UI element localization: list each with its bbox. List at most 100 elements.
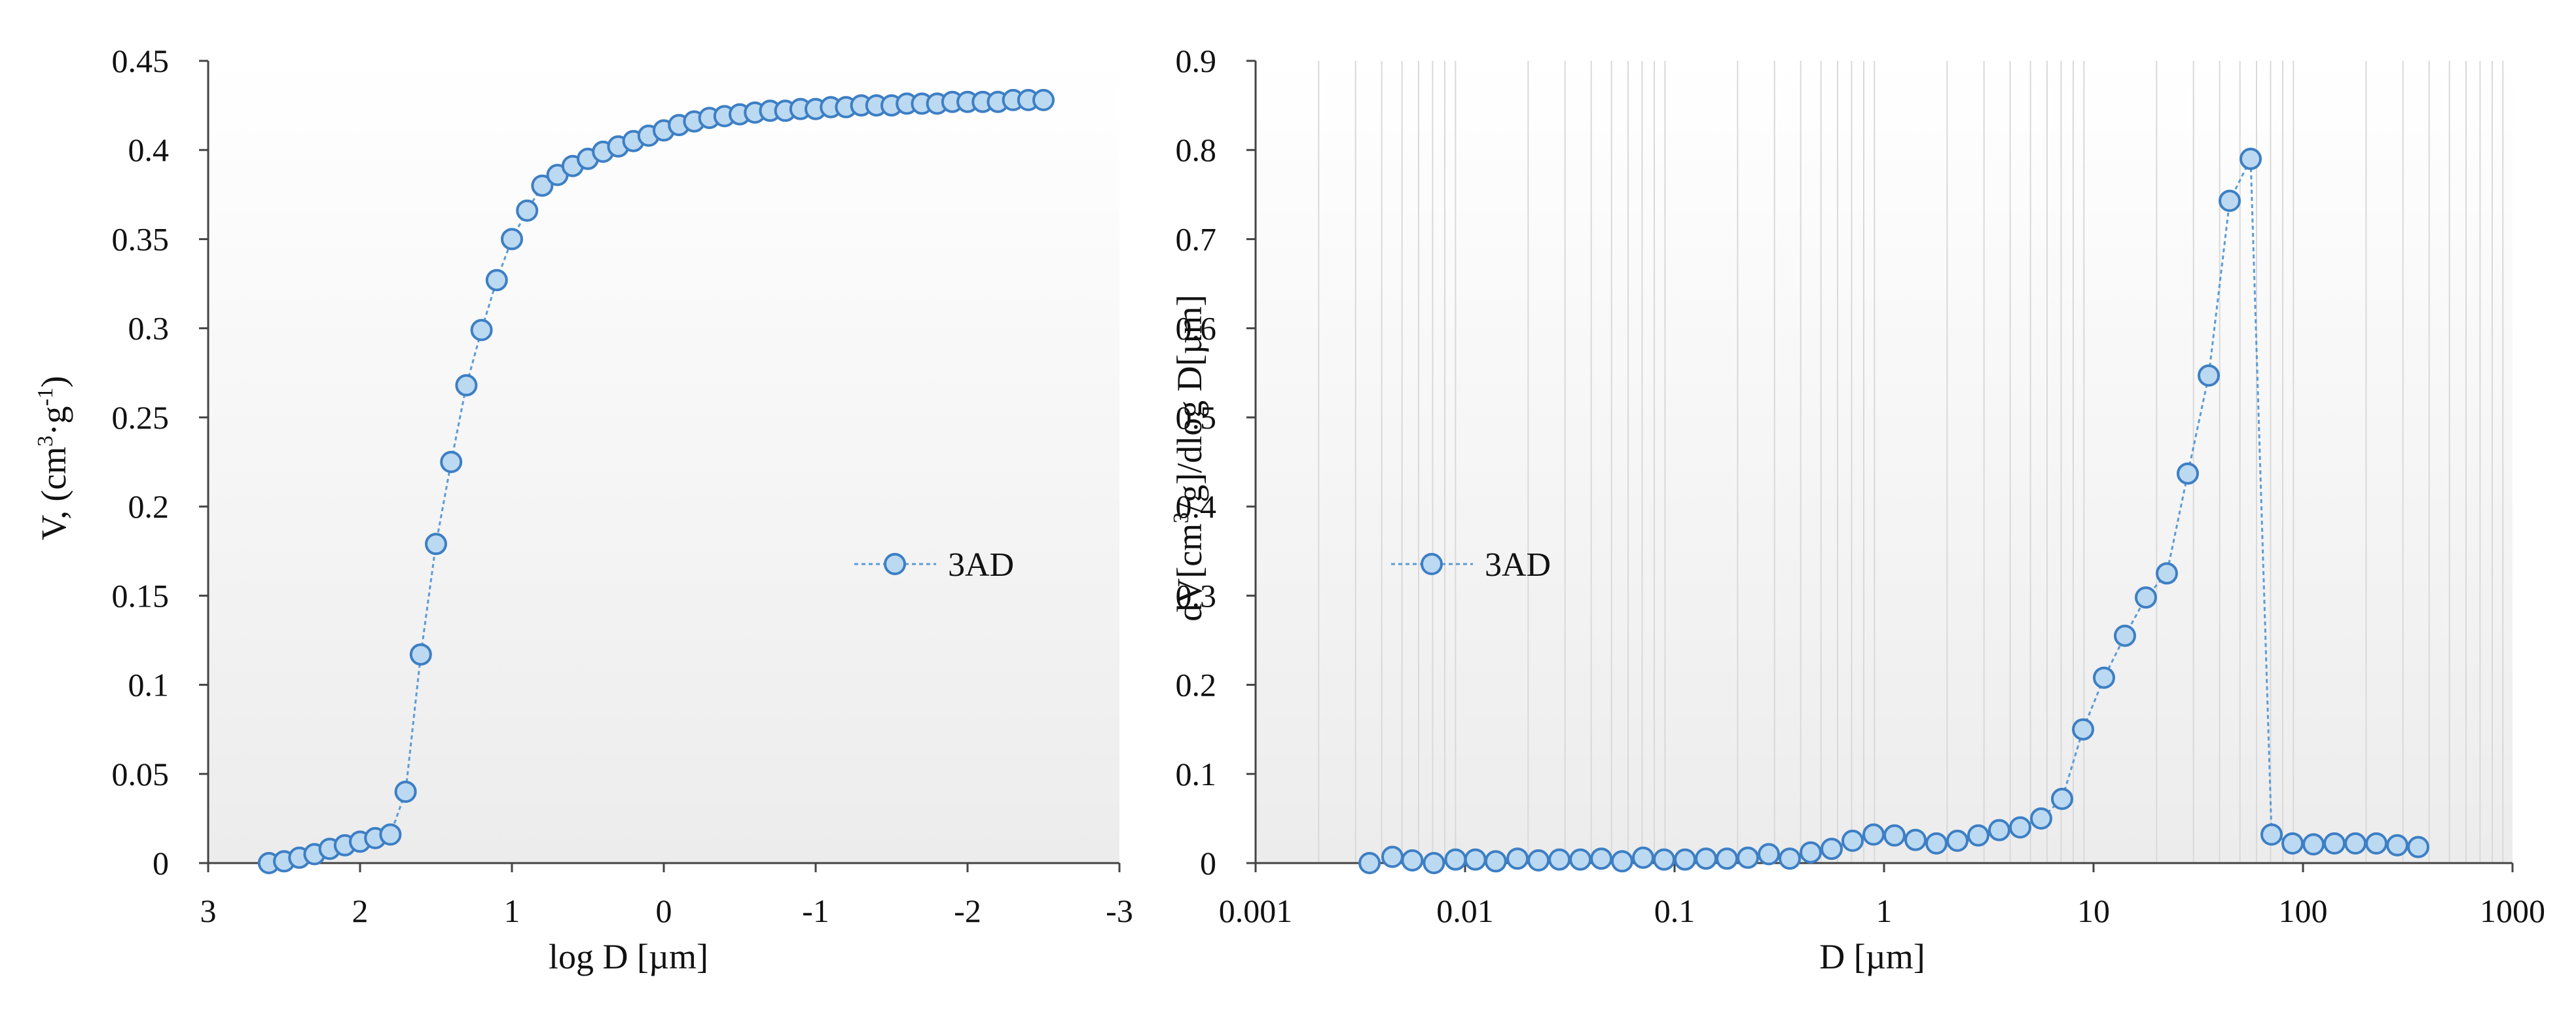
y-tick-label: 0.4 [1176, 488, 1217, 525]
x-tick-label: 1000 [2480, 893, 2545, 929]
y-ticks: 0 0.05 0.1 0.15 0.2 0.25 0.3 0.35 0.4 0.45 [112, 43, 208, 881]
y-tick-label: 0.8 [1176, 132, 1217, 168]
data-point [1821, 838, 1843, 860]
data-point [2323, 832, 2346, 855]
data-point [2051, 787, 2073, 810]
data-point [2302, 833, 2325, 856]
data-point [1904, 828, 1927, 851]
y-tick-label: 0.3 [1176, 577, 1217, 614]
x-tick-label: 0 [656, 893, 672, 929]
data-point [2030, 807, 2052, 830]
data-point [1737, 846, 1759, 869]
x-tick-label: 10 [2077, 893, 2110, 929]
data-point [1883, 824, 1906, 847]
x-ticks: 0.001 0.01 0.1 1 10 100 1000 [1219, 863, 2545, 929]
data-point [455, 374, 478, 397]
data-point [1590, 847, 1613, 870]
data-point [2260, 823, 2283, 846]
cumulative-volume-chart: 0 0.05 0.1 0.15 0.2 0.25 0.3 0.35 0.4 0.45 3 2 1 0 -1… [33, 43, 1133, 976]
data-point [531, 174, 554, 197]
legend: 3AD [854, 546, 1014, 584]
data-point [2093, 666, 2115, 689]
x-axis-title: D [µm] [1819, 937, 1925, 976]
y-tick-label: 0.15 [112, 577, 170, 614]
x-tick-label: -1 [802, 893, 829, 929]
data-point [516, 199, 539, 222]
data-point [1527, 849, 1550, 872]
y-tick-label: 0.35 [112, 221, 170, 257]
data-point [501, 228, 523, 251]
y-tick-label: 0.05 [112, 756, 170, 792]
y-tick-label: 0.25 [112, 399, 170, 436]
y-tick-label: 0.5 [1176, 399, 1217, 436]
data-point [1779, 847, 1801, 870]
data-point [409, 643, 432, 666]
data-point [1925, 832, 1948, 855]
legend-marker [884, 553, 906, 575]
data-point [1358, 852, 1381, 874]
data-point [2219, 189, 2241, 212]
vertical-gridlines [1318, 61, 2504, 863]
y-tick-label: 0.6 [1176, 310, 1217, 347]
x-tick-label: 1 [1876, 893, 1893, 929]
y-tick-label: 0.2 [128, 488, 170, 525]
data-point [1653, 848, 1675, 871]
data-point [394, 781, 417, 803]
data-point [379, 823, 402, 846]
y-ticks: 0 0.1 0.2 0.3 0.4 0.5 0.6 0.7 0.8 0.9 [1176, 43, 1256, 881]
data-point [2009, 816, 2031, 839]
x-tick-label: -3 [1106, 893, 1133, 929]
pore-size-distribution-chart: 00.10.20.30.40.50.60.70.80.9 0.001 0.01 0.… [1169, 43, 2545, 976]
data-point [485, 269, 508, 292]
y-axis-title: V, (cm3·g-1) [33, 376, 73, 540]
y-tick-label: 0.3 [128, 310, 170, 347]
plot-area [208, 61, 1119, 863]
data-point [1484, 850, 1507, 873]
x-ticks: 3 2 1 0 -1 -2 -3 [200, 863, 1133, 929]
data-point [2177, 462, 2199, 485]
y-tick-label: 0.2 [1176, 667, 1217, 703]
data-point [1695, 847, 1717, 870]
x-tick-label: 0.1 [1654, 893, 1696, 929]
legend-label: 3AD [948, 546, 1014, 584]
data-point [2198, 364, 2220, 387]
x-tick-label: 3 [200, 893, 217, 929]
data-point [470, 319, 493, 342]
legend: 3AD [1391, 546, 1551, 584]
data-point [1032, 88, 1055, 111]
data-point [1674, 848, 1696, 871]
legend-label: 3AD [1485, 546, 1551, 584]
data-point [1946, 829, 1968, 852]
data-point [1758, 843, 1780, 866]
y-tick-label: 0.45 [112, 43, 170, 79]
y-tick-label: 0.4 [128, 132, 170, 168]
x-tick-label: -2 [954, 893, 981, 929]
data-point [1988, 819, 2010, 841]
y-tick-label: 0.9 [1176, 43, 1217, 79]
data-point [1841, 829, 1864, 852]
data-point [2072, 718, 2094, 741]
data-point [1464, 848, 1487, 871]
x-tick-label: 1 [504, 893, 520, 929]
series-3AD [257, 88, 1055, 874]
data-point [2114, 624, 2136, 647]
y-axis-title: dV[cm3/g]/dlog D[µm] [1169, 294, 1209, 622]
y-tick-label: 0.7 [1176, 221, 1217, 257]
data-point [2407, 836, 2429, 859]
data-point [1716, 847, 1738, 870]
data-point [1506, 847, 1529, 870]
plot-area [1256, 61, 2513, 863]
data-point [2344, 832, 2367, 855]
data-point [2281, 832, 2304, 855]
data-point [2386, 834, 2408, 857]
y-tick-label: 0 [1200, 845, 1216, 881]
x-tick-label: 0.001 [1219, 893, 1293, 929]
data-point [1632, 846, 1654, 869]
data-point [440, 451, 463, 473]
data-point [2156, 562, 2178, 585]
data-point [1569, 848, 1592, 871]
x-tick-label: 100 [2279, 893, 2328, 929]
data-point [2135, 586, 2157, 609]
data-point [1548, 848, 1571, 871]
